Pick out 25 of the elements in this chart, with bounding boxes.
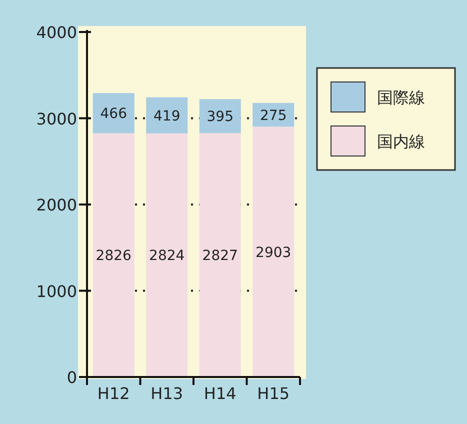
legend-label: 国際線 <box>377 88 425 107</box>
data-label: 2827 <box>202 248 238 264</box>
data-label: 2826 <box>96 248 132 264</box>
bar <box>146 97 188 134</box>
y-tick-label: 1000 <box>36 282 77 301</box>
y-tick-label: 4000 <box>36 23 77 42</box>
bar <box>199 99 241 134</box>
data-label: 466 <box>100 106 128 122</box>
bar <box>199 133 241 377</box>
bar <box>146 133 188 377</box>
y-tick-label: 2000 <box>36 196 77 214</box>
data-label: 2824 <box>149 248 185 264</box>
data-label: 419 <box>154 108 180 124</box>
bar <box>92 93 134 134</box>
data-label: 2903 <box>256 244 292 261</box>
x-tick-label: H13 <box>150 384 184 403</box>
bar <box>92 133 134 377</box>
data-label: 395 <box>206 109 234 126</box>
x-tick-label: H12 <box>97 384 130 403</box>
y-tick-label: 0 <box>66 368 77 387</box>
x-tick-label: H14 <box>204 384 236 403</box>
x-tick-label: H15 <box>257 384 290 403</box>
data-label: 275 <box>260 108 287 124</box>
y-tick-label: 3000 <box>36 109 77 128</box>
bar <box>252 126 294 377</box>
